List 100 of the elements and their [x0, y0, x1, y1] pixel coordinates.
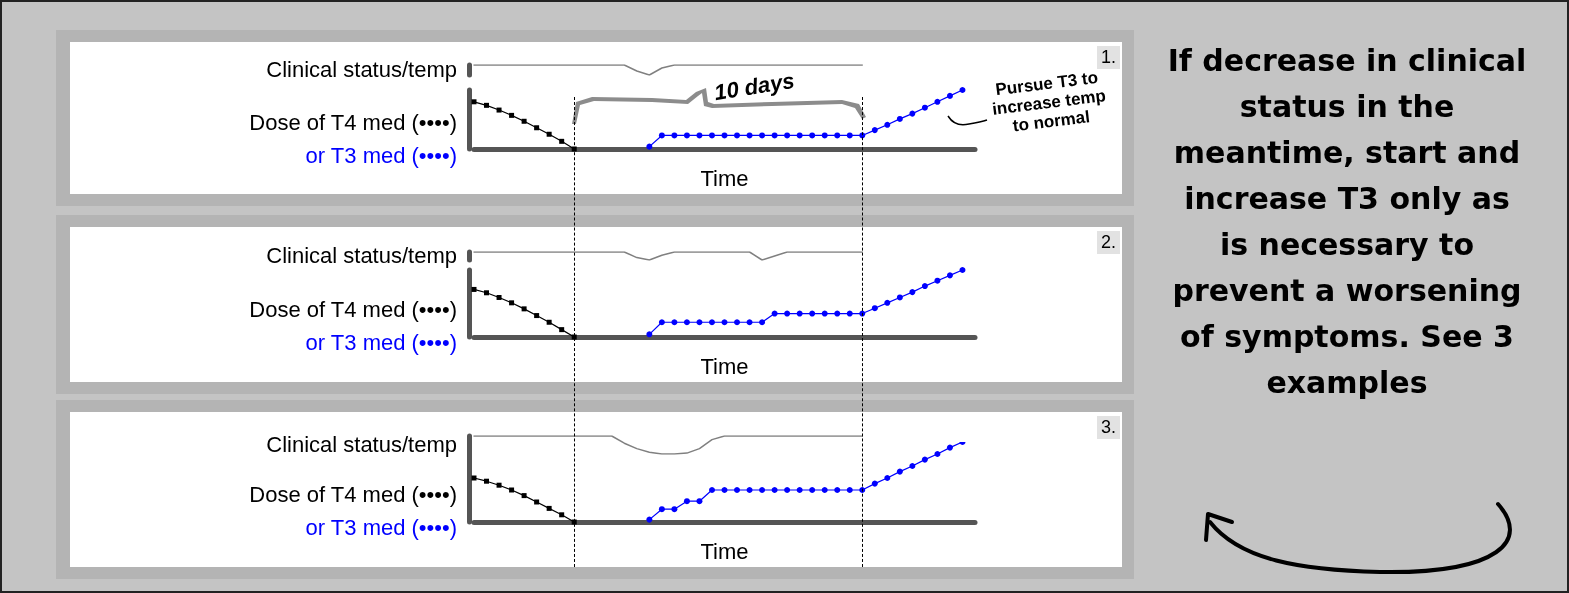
point: [671, 506, 678, 513]
point: [934, 277, 941, 284]
point: [959, 267, 966, 273]
point: [909, 463, 916, 469]
point: [509, 112, 515, 118]
point: [696, 498, 703, 505]
point: [658, 319, 665, 326]
point: [708, 319, 715, 326]
point: [746, 319, 753, 326]
point: [834, 310, 841, 317]
point: [896, 115, 903, 122]
text: If decrease in clinical status in the meantime, start and increase T3 only as is necessary to prevent a worsening of symptoms. See 3 examples: [1167, 42, 1527, 402]
point: [509, 487, 515, 493]
point: [546, 131, 552, 137]
point: [658, 132, 665, 139]
point: [809, 132, 816, 139]
point: [846, 132, 853, 139]
point: [884, 121, 891, 128]
y-axis-title: Clinical status/temp: [265, 57, 457, 83]
y-axis-title: Clinical status/temp: [265, 432, 457, 458]
point: [646, 516, 653, 523]
point: [559, 138, 565, 144]
text: 1.: [1097, 46, 1121, 69]
point: [784, 487, 791, 493]
point: [771, 310, 778, 317]
point: [784, 310, 791, 317]
point: [946, 272, 953, 279]
point: [534, 313, 540, 319]
point: [834, 487, 841, 493]
point: [759, 132, 766, 139]
point: [921, 283, 928, 290]
series-label: Dose of T4 med (••••): [248, 110, 457, 136]
point: [896, 294, 903, 301]
point: [734, 319, 741, 326]
point: [821, 487, 828, 493]
point: [946, 92, 953, 99]
point: [559, 327, 565, 333]
point: [721, 487, 728, 493]
point: [471, 286, 477, 292]
point: [671, 132, 678, 139]
text: 2.: [1097, 231, 1121, 254]
annotation: 10 days: [712, 67, 797, 107]
point: [484, 478, 490, 484]
point: [909, 110, 916, 117]
point: [734, 487, 741, 493]
point: [746, 487, 753, 493]
point: [934, 451, 941, 457]
point: [759, 319, 766, 326]
point: [846, 310, 853, 317]
y-axis-title: Clinical status/temp: [265, 243, 457, 269]
point: [496, 107, 502, 113]
text: or T3 med (••••): [304, 515, 457, 541]
point: [646, 143, 653, 150]
point: [471, 99, 477, 105]
point: [484, 102, 490, 108]
point: [471, 475, 477, 481]
point: [546, 505, 552, 511]
point: [546, 319, 552, 325]
point: [521, 493, 527, 499]
point: [559, 512, 565, 518]
series-label: Dose of T4 med (••••): [248, 482, 457, 508]
point: [759, 487, 766, 493]
x-axis-title: Time: [700, 353, 749, 379]
point: [834, 132, 841, 139]
series-label: Dose of T4 med (••••): [248, 297, 457, 323]
point: [771, 132, 778, 139]
point: [871, 480, 878, 487]
point: [796, 310, 803, 317]
point: [534, 125, 540, 131]
point: [871, 305, 878, 312]
text: Pursue T3 to increase temp to normal: [990, 66, 1108, 138]
point: [909, 289, 916, 296]
point: [871, 127, 878, 134]
point: [683, 132, 690, 139]
point: [946, 444, 953, 451]
text: or T3 med (••••): [304, 330, 457, 356]
text: or T3 med (••••): [304, 143, 457, 169]
point: [796, 487, 803, 493]
point: [734, 132, 741, 139]
point: [509, 300, 515, 306]
point: [884, 475, 891, 481]
point: [934, 98, 941, 105]
point: [683, 498, 690, 505]
point: [683, 319, 690, 326]
point: [846, 487, 853, 493]
point: [496, 482, 502, 488]
point: [496, 294, 502, 300]
point: [771, 487, 778, 493]
x-axis-title: Time: [700, 538, 749, 564]
point: [959, 87, 966, 93]
point: [796, 132, 803, 139]
point: [746, 132, 753, 139]
point: [721, 132, 728, 139]
point: [658, 506, 665, 513]
point: [671, 319, 678, 326]
point: [896, 468, 903, 475]
point: [708, 132, 715, 139]
point: [784, 132, 791, 139]
point: [809, 310, 816, 317]
point: [884, 299, 891, 306]
